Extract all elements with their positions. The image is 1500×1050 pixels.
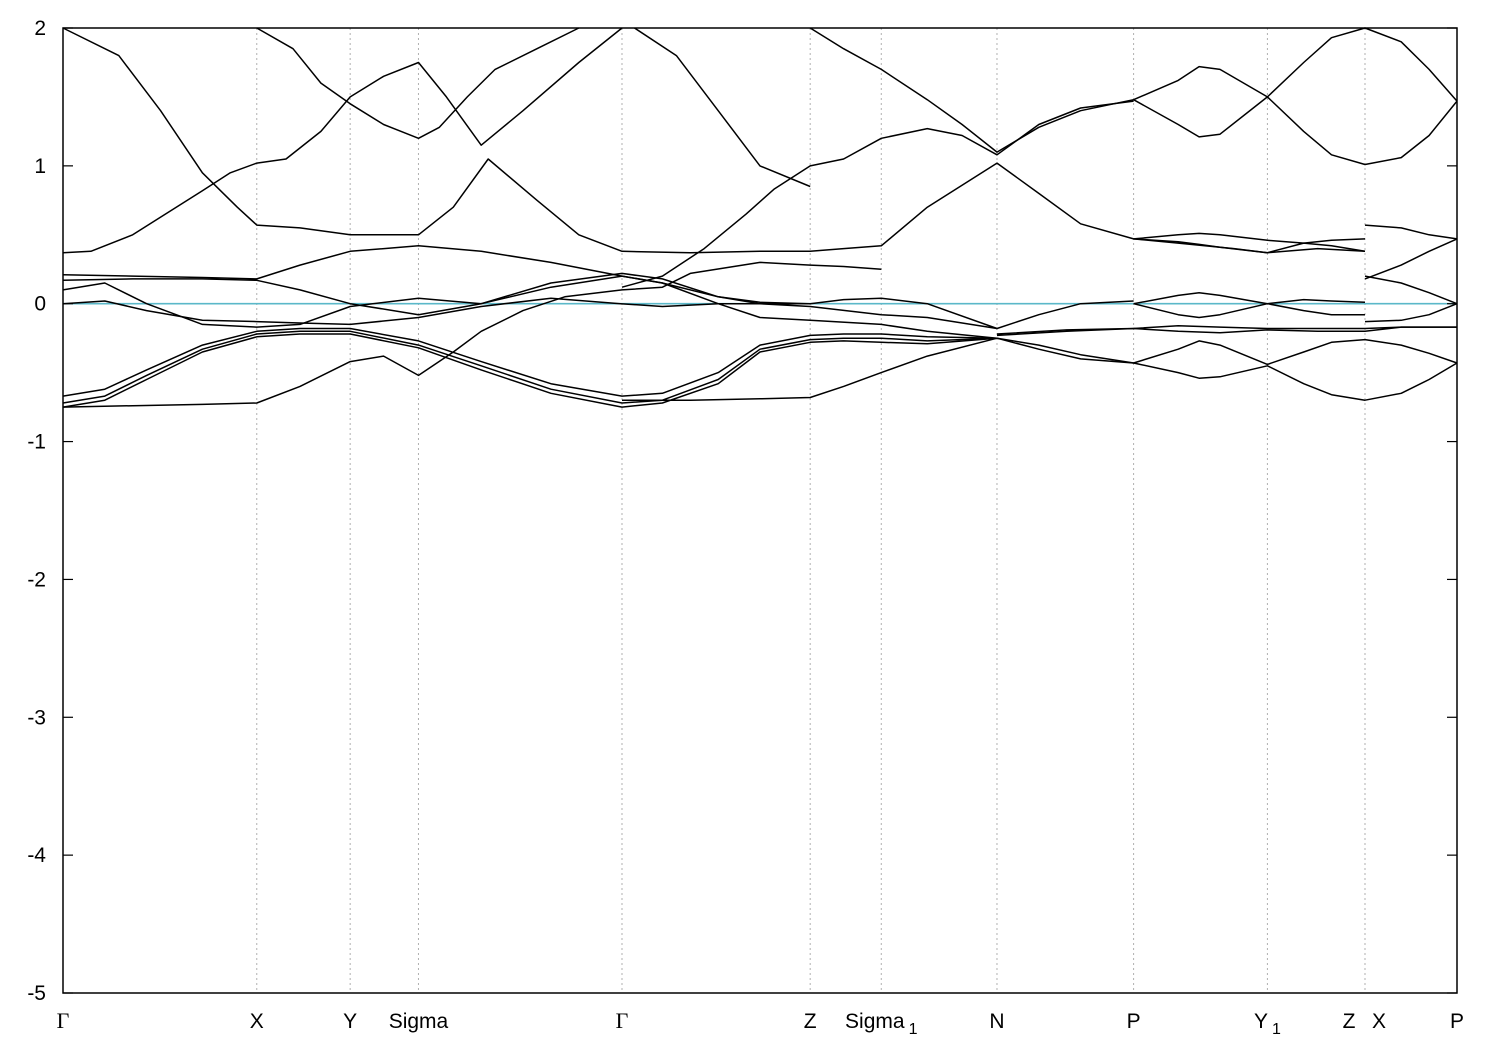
x-tick-label: Sigma [389,1010,449,1033]
y-tick-label: 2 [34,17,46,40]
x-tick-label: Z [1343,1010,1356,1033]
band-line [809,27,1134,153]
band-line [62,261,882,408]
band-line [996,326,1457,337]
x-tick-label: Sigma 1 [845,1010,918,1038]
band-line [62,27,1366,254]
x-tick-subscript: 1 [1272,1021,1281,1038]
plot-frame [62,27,1458,994]
y-tick-label: 0 [34,293,46,316]
plot-border [62,27,1458,994]
band-line [62,330,998,404]
band-line [634,27,811,188]
x-tick-label: Z [804,1010,817,1033]
band-line [62,275,998,339]
y-tick-label: -5 [27,982,46,1005]
y-tick-label: 1 [34,155,46,178]
band-line [256,27,580,140]
x-tick-label: Γ [616,1008,629,1033]
band-line [1364,303,1458,323]
band-line [1133,291,1366,305]
band-line [996,337,1458,366]
x-tick-label: X [250,1010,264,1033]
band-line [1133,96,1458,166]
y-tick-label: -1 [27,431,46,454]
band-lines [62,27,1458,408]
x-tick-label: Y [343,1010,357,1033]
band-line [1133,302,1365,319]
x-tick-label: P [1127,1010,1141,1033]
band-line [62,245,811,305]
x-tick-label: X [1372,1010,1386,1033]
x-tick-label: P [1450,1010,1464,1033]
x-tick-label: Γ [57,1008,70,1033]
y-tick-label: -4 [27,844,46,867]
band-line [62,327,998,397]
band-line [62,333,998,408]
y-axis-ticks: 2 1 0 -1 -2 -3 -4 -5 [27,17,1457,1005]
band-line [1364,224,1458,240]
x-tick-label: N [989,1010,1004,1033]
band-line [62,297,998,330]
band-line [62,272,1134,330]
y-tick-label: -2 [27,568,46,591]
band-line [1364,238,1458,280]
band-line [621,100,1134,288]
x-axis-ticks: Γ X Y Sigma Γ Z Sigma 1 N P Y 1 Z X P [57,1008,1464,1038]
band-line [1133,27,1458,102]
band-line [62,27,623,254]
band-line [1133,232,1366,244]
x-tick-subscript: 1 [909,1021,918,1038]
band-line [622,337,1458,401]
y-tick-label: -3 [27,706,46,729]
symmetry-gridlines [256,28,1366,993]
band-line [1364,275,1458,305]
band-line [1133,238,1366,254]
